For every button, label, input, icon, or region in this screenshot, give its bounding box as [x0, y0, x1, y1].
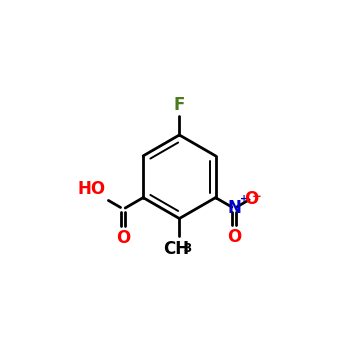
- Text: CH: CH: [163, 239, 189, 258]
- Text: O: O: [227, 228, 241, 246]
- Text: F: F: [174, 96, 185, 114]
- Text: 3: 3: [183, 242, 191, 255]
- Text: O: O: [116, 229, 131, 247]
- Text: O: O: [244, 190, 258, 208]
- Text: N: N: [227, 199, 241, 217]
- Text: +: +: [240, 194, 248, 204]
- Text: HO: HO: [77, 180, 105, 198]
- Text: −: −: [252, 190, 262, 203]
